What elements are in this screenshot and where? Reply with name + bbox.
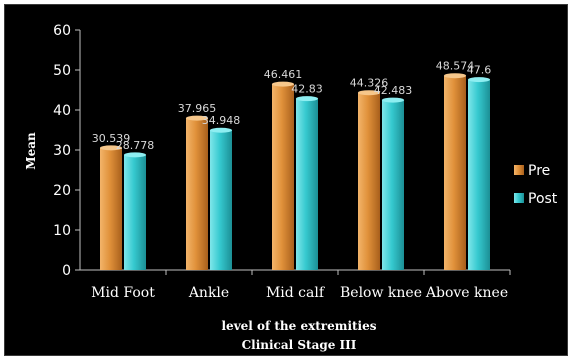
data-label: 28.778 [116,139,155,152]
legend-swatch-post [514,193,524,203]
legend-label-pre: Pre [528,163,550,179]
bar-pre-mid-calf [272,84,294,270]
y-tick-label: 0 [62,263,71,279]
x-tick-label: Mid calf [266,285,326,301]
x-tick-label: Below knee [340,285,422,301]
x-tick-label: Ankle [188,285,229,301]
bars [100,73,490,270]
bar-post-above-knee [468,80,490,270]
bar-pre-below-knee [358,93,380,270]
chart-frame: 0 10 20 30 40 50 60 Mid Foot Ankle Mid calf Below … [4,4,568,356]
bar-post-ankle [210,130,232,270]
x-tick-label: Above knee [425,285,508,301]
y-tick-label: 60 [53,23,71,39]
y-tick-label: 20 [53,183,71,199]
legend-swatch-pre [514,165,524,175]
bar-cap [468,77,490,82]
bar-post-mid-calf [296,99,318,270]
bar-cap [296,96,318,101]
data-label: 42.483 [374,84,413,97]
data-label: 34.948 [202,114,241,127]
legend: Pre Post [514,163,558,207]
bar-post-mid-foot [124,155,146,270]
data-label: 47.6 [467,64,492,77]
bar-cap [210,128,232,133]
bar-cap [124,152,146,157]
y-tick-label: 10 [53,223,71,239]
data-label: 42.83 [291,83,323,96]
data-label: 37.965 [178,102,217,115]
chart-subtitle: Clinical Stage III [242,338,357,352]
y-tick-label: 40 [53,103,71,119]
y-tick-label: 50 [53,63,71,79]
legend-label-post: Post [528,191,558,207]
y-axis-title: Mean [24,132,38,170]
bar-pre-mid-foot [100,148,122,270]
bar-chart: 0 10 20 30 40 50 60 Mid Foot Ankle Mid calf Below … [5,5,569,357]
bar-pre-ankle [186,118,208,270]
x-tick-label: Mid Foot [91,285,155,301]
bar-cap [382,98,404,103]
bar-cap [444,73,466,78]
x-axis-title: level of the extremities [222,319,377,333]
bar-post-below-knee [382,100,404,270]
bar-pre-above-knee [444,76,466,270]
data-label: 46.461 [264,68,303,81]
y-tick-label: 30 [53,143,71,159]
